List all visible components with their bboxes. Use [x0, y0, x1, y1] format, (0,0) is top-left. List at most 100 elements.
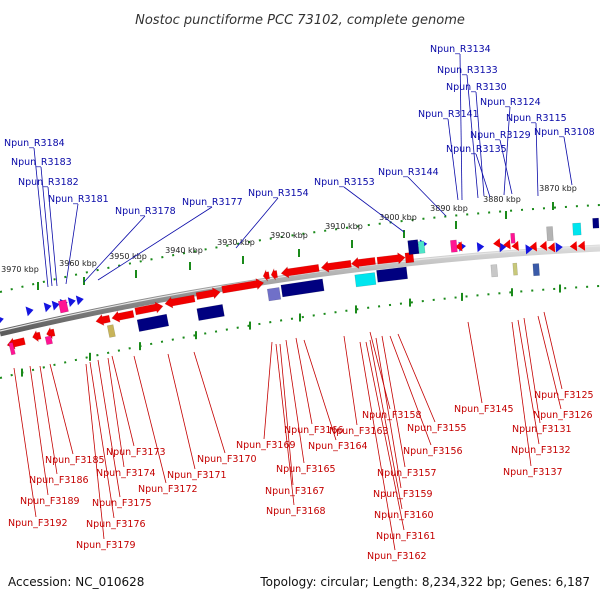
forward-gene-label: Npun_F3145 — [454, 404, 514, 415]
reverse-gene-label: Npun_R3108 — [534, 127, 595, 138]
reverse-gene-label: Npun_R3115 — [506, 113, 567, 124]
forward-gene-label: Npun_F3171 — [167, 470, 227, 481]
forward-gene-label: Npun_F3175 — [92, 498, 152, 509]
reverse-gene — [51, 300, 60, 311]
forward-leader-line — [369, 339, 403, 510]
misc-feature — [532, 263, 540, 277]
rrna-feature — [450, 239, 458, 253]
misc-feature — [280, 278, 325, 298]
reverse-gene-label: Npun_R3184 — [4, 138, 65, 149]
reverse-leader-line — [65, 203, 79, 285]
misc-feature — [490, 264, 499, 278]
forward-gene-label: Npun_F3126 — [533, 410, 593, 421]
forward-gene-label: Npun_F3192 — [8, 518, 68, 529]
reverse-leader-line — [503, 106, 511, 196]
reverse-gene-label: Npun_R3181 — [48, 194, 109, 205]
forward-leader-line — [537, 315, 562, 410]
forward-gene — [350, 256, 376, 269]
forward-gene-labels: Npun_F3125 Npun_F3126 Npun_F3131 Npun_F3132… — [8, 390, 594, 562]
misc-feature — [266, 287, 282, 302]
forward-gene-label: Npun_F3163 — [329, 426, 389, 437]
forward-leader-line — [85, 363, 105, 540]
reverse-gene-label: Npun_R3141 — [418, 109, 479, 120]
forward-gene-label: Npun_F3131 — [512, 424, 572, 435]
reverse-gene-label: Npun_R3129 — [470, 130, 531, 141]
forward-leader-line — [365, 341, 405, 531]
forward-leader-line — [167, 353, 196, 470]
reverse-leader-line — [535, 122, 539, 197]
reverse-gene-label: Npun_R3154 — [248, 188, 309, 199]
reverse-gene — [525, 244, 533, 255]
trna-feature — [572, 222, 582, 236]
forward-gene — [221, 278, 265, 294]
reverse-gene-label: Npun_R3124 — [480, 97, 541, 108]
reverse-gene — [43, 302, 52, 313]
forward-gene-label: Npun_F3155 — [407, 423, 467, 434]
forward-gene-label: Npun_F3165 — [276, 464, 336, 475]
forward-gene — [95, 314, 111, 326]
forward-leader-line — [359, 341, 396, 551]
forward-gene — [569, 241, 578, 252]
reverse-gene — [476, 242, 485, 253]
reverse-gene-label: Npun_R3133 — [437, 65, 498, 76]
genome-backbone — [0, 244, 600, 337]
tick-label: 3910 kbp — [325, 222, 363, 231]
reverse-leader-line — [459, 53, 463, 201]
forward-gene-label: Npun_F3186 — [29, 475, 89, 486]
forward-leader-line — [397, 333, 436, 423]
forward-gene — [547, 242, 556, 253]
forward-gene — [376, 252, 406, 265]
reverse-gene-labels: Npun_R3134 Npun_R3133 Npun_R3130 Npun_R3124… — [4, 44, 595, 217]
forward-gene-label: Npun_F3157 — [377, 468, 437, 479]
misc-feature — [376, 266, 408, 283]
forward-gene-label: Npun_F3137 — [503, 467, 563, 478]
forward-gene-label: Npun_F3162 — [367, 551, 427, 562]
forward-gene — [164, 294, 196, 309]
forward-gene-label: Npun_F3158 — [362, 410, 422, 421]
forward-leader-line — [97, 359, 121, 498]
forward-leader-line — [295, 337, 313, 425]
forward-gene-label: Npun_F3168 — [266, 506, 326, 517]
misc-feature — [136, 313, 170, 332]
forward-gene — [539, 240, 547, 251]
forward-leader-line — [343, 335, 358, 426]
rrna-feature — [8, 342, 16, 356]
forward-leader-line — [511, 321, 532, 467]
genome-backbone-highlight — [0, 245, 600, 332]
forward-gene-label: Npun_F3164 — [308, 441, 368, 452]
tick-label: 3930 kbp — [217, 238, 255, 247]
misc-feature — [407, 239, 420, 255]
forward-leader-line — [381, 335, 406, 468]
forward-gene — [493, 238, 501, 249]
reverse-leader-line — [563, 136, 573, 186]
forward-gene — [511, 240, 519, 251]
forward-leader-line — [39, 365, 58, 475]
forward-gene-label: Npun_F3132 — [511, 445, 571, 456]
accession-label: Accession: NC_010628 — [8, 575, 144, 589]
reverse-leader-line — [47, 186, 58, 287]
forward-gene — [454, 241, 463, 252]
forward-gene-label: Npun_F3156 — [403, 446, 463, 457]
forward-gene-label: Npun_F3170 — [197, 454, 257, 465]
reverse-gene — [499, 242, 507, 253]
forward-leader-line — [285, 339, 305, 464]
forward-leader-line — [263, 341, 273, 440]
forward-gene — [529, 241, 537, 252]
forward-leader-line — [193, 351, 226, 454]
forward-gene-label: Npun_F3172 — [138, 484, 198, 495]
reverse-leader-line — [40, 166, 53, 287]
forward-gene-label: Npun_F3161 — [376, 531, 436, 542]
tick-label: 3880 kbp — [483, 195, 521, 204]
forward-gene — [404, 251, 415, 264]
misc-feature — [512, 262, 518, 276]
forward-gene-label: Npun_F3166 — [284, 425, 344, 436]
reverse-gene — [75, 295, 84, 306]
forward-gene-label: Npun_F3169 — [236, 440, 296, 451]
forward-leader-line — [107, 357, 125, 468]
tick-label: 3960 kbp — [59, 259, 97, 268]
forward-gene-label: Npun_F3173 — [106, 447, 166, 458]
forward-leader-line — [279, 343, 294, 486]
reverse-gene-label: Npun_R3178 — [115, 206, 176, 217]
tick-label: 3950 kbp — [109, 252, 147, 261]
